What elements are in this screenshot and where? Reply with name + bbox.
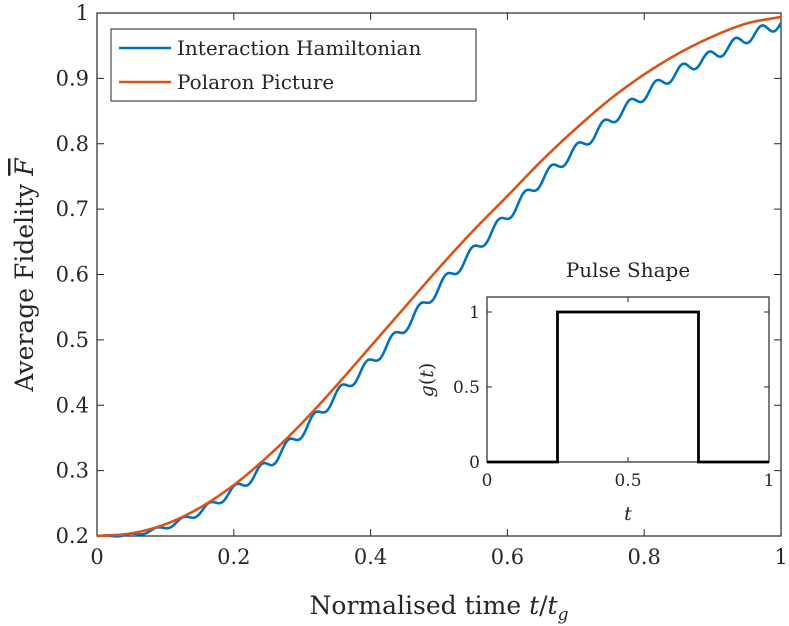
inset-y-tick-label: 0.5 [453,378,480,398]
x-tick-label: 1 [774,545,787,569]
legend-box [110,28,477,102]
inset-plot-area [486,296,770,463]
y-tick-label: 0.3 [56,459,89,483]
inset-chart: 0 0.5 1 0 0.5 1 Pulse Shape t g(t) [416,258,774,525]
inset-y-tick-label: 0 [469,453,480,473]
x-tick-label: 0.4 [354,545,387,569]
y-tick-label: 0.2 [56,524,89,548]
y-tick-label: 0.8 [56,132,89,156]
y-axis-label: Average Fidelity F [10,157,39,393]
y-tick-label: 0.9 [56,66,89,90]
inset-y-tick-label: 1 [469,303,480,323]
legend-label-polaron: Polaron Picture [177,70,334,94]
inset-pulse-line [487,310,769,464]
main-ticks [96,12,782,537]
inset-tick-labels: 0 0.5 1 0 0.5 1 [453,303,774,491]
x-tick-label: 0.8 [627,545,660,569]
y-tick-label: 0.6 [56,263,89,287]
y-tick-label: 1 [76,1,89,25]
x-tick-label: 0.2 [217,545,250,569]
series-line-polaron [96,15,782,538]
inset-x-tick-label: 0.5 [614,471,641,491]
inset-x-tick-label: 1 [764,471,775,491]
legend-label-interaction: Interaction Hamiltonian [177,36,421,60]
x-tick-label: 0.6 [491,545,524,569]
inset-y-label: g(t) [416,363,438,398]
inset-series [487,310,769,464]
inset-x-tick-label: 0 [482,471,493,491]
inset-x-label: t [624,503,632,525]
x-tick-label: 0 [90,545,103,569]
y-tick-label: 0.7 [56,197,89,221]
legend: Interaction Hamiltonian Polaron Picture [110,28,477,102]
main-tick-labels: 0 0.2 0.4 0.6 0.8 10.20.30.40.50.60.70.80.91 [56,1,788,569]
x-axis-label: Normalised time t/tg [310,591,569,625]
main-series [96,15,783,538]
y-tick-label: 0.4 [56,393,89,417]
inset-title: Pulse Shape [566,258,690,282]
y-tick-label: 0.5 [56,328,89,352]
